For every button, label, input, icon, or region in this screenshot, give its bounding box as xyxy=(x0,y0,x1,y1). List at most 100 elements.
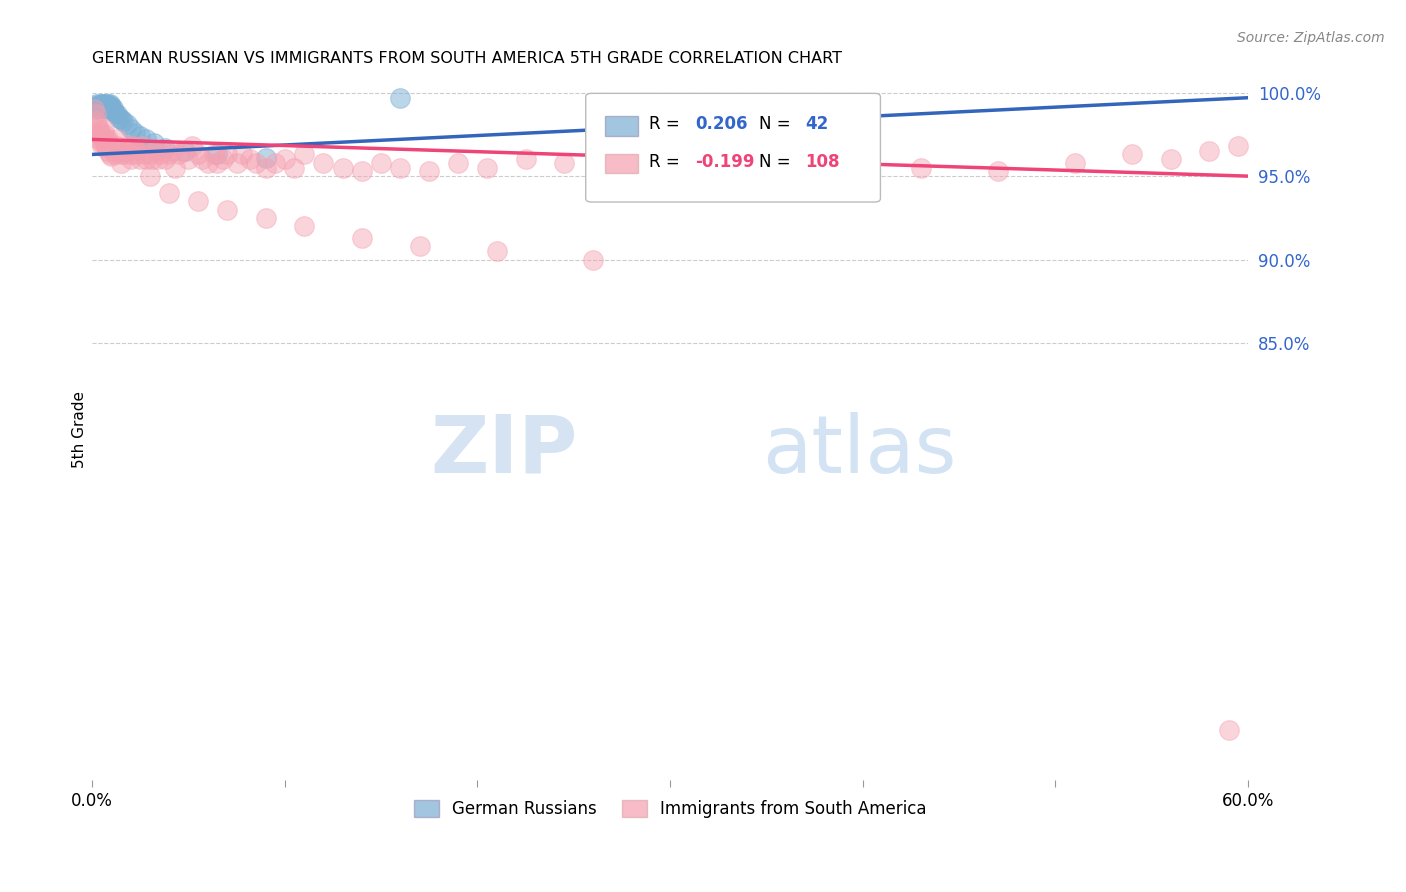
Point xyxy=(717,156,740,170)
Point xyxy=(145,144,167,158)
Text: R =: R = xyxy=(650,114,685,133)
Point xyxy=(105,139,128,153)
Point xyxy=(97,144,120,158)
Point xyxy=(155,141,177,155)
Point xyxy=(485,244,508,259)
Point xyxy=(215,147,238,161)
Point xyxy=(215,202,238,217)
Point xyxy=(129,153,152,167)
Point xyxy=(83,99,105,113)
Point xyxy=(389,161,412,175)
Point xyxy=(98,139,121,153)
Point xyxy=(110,147,132,161)
Point xyxy=(118,139,141,153)
Point xyxy=(83,103,105,117)
Point xyxy=(582,252,605,267)
Point xyxy=(139,169,162,183)
Point xyxy=(105,107,128,121)
Point xyxy=(202,147,225,161)
Point xyxy=(157,147,180,161)
Point xyxy=(986,164,1008,178)
Point xyxy=(93,136,115,150)
Point xyxy=(172,144,194,158)
Point xyxy=(93,128,115,142)
Point xyxy=(89,99,111,113)
Point xyxy=(152,144,174,158)
Point xyxy=(149,147,172,161)
Point xyxy=(125,147,148,161)
Point xyxy=(418,164,440,178)
Point xyxy=(93,99,115,113)
Point xyxy=(131,139,153,153)
Text: R =: R = xyxy=(650,153,685,171)
Point xyxy=(600,161,623,175)
Point xyxy=(104,105,127,120)
Point xyxy=(100,141,122,155)
Point xyxy=(89,97,111,112)
Text: ZIP: ZIP xyxy=(430,412,578,490)
Point xyxy=(100,149,122,163)
Point xyxy=(187,194,209,209)
Point xyxy=(332,161,354,175)
Point xyxy=(350,231,373,245)
Point xyxy=(553,156,575,170)
Point xyxy=(89,124,111,138)
Point xyxy=(100,99,122,113)
Point xyxy=(292,147,315,161)
Point xyxy=(100,103,122,117)
Point xyxy=(191,153,214,167)
Text: N =: N = xyxy=(759,114,796,133)
Point xyxy=(97,101,120,115)
Point xyxy=(187,147,209,161)
Point xyxy=(264,156,287,170)
Point xyxy=(129,129,152,144)
Point xyxy=(94,139,117,153)
Text: Source: ZipAtlas.com: Source: ZipAtlas.com xyxy=(1237,31,1385,45)
Point xyxy=(90,136,112,150)
Point xyxy=(197,156,219,170)
Point xyxy=(134,147,156,161)
Legend: German Russians, Immigrants from South America: German Russians, Immigrants from South A… xyxy=(406,793,934,824)
Point xyxy=(93,97,115,112)
Point xyxy=(157,186,180,200)
Point xyxy=(114,147,136,161)
Point xyxy=(292,219,315,234)
Point xyxy=(108,144,131,158)
Point xyxy=(90,139,112,153)
Point xyxy=(89,101,111,115)
Point xyxy=(124,126,146,140)
Point xyxy=(207,147,229,161)
Point xyxy=(97,132,120,146)
Text: GERMAN RUSSIAN VS IMMIGRANTS FROM SOUTH AMERICA 5TH GRADE CORRELATION CHART: GERMAN RUSSIAN VS IMMIGRANTS FROM SOUTH … xyxy=(93,51,842,66)
Point xyxy=(90,99,112,113)
Point xyxy=(239,153,262,167)
Point xyxy=(120,153,142,167)
Point xyxy=(84,107,107,121)
Point xyxy=(515,153,537,167)
Point xyxy=(173,144,195,158)
Point xyxy=(110,112,132,127)
Point xyxy=(163,161,186,175)
Point xyxy=(105,132,128,146)
Point xyxy=(135,132,157,146)
Point xyxy=(124,144,146,158)
Point xyxy=(254,211,277,225)
Point xyxy=(775,161,797,175)
Point xyxy=(475,161,498,175)
Point xyxy=(94,99,117,113)
Point xyxy=(115,117,138,131)
Point xyxy=(142,136,165,150)
Point xyxy=(84,97,107,112)
Point xyxy=(103,104,125,119)
Point xyxy=(94,139,117,153)
FancyBboxPatch shape xyxy=(606,117,638,136)
Point xyxy=(97,99,120,113)
Point xyxy=(1218,723,1240,738)
Point xyxy=(162,144,184,158)
Point xyxy=(139,147,162,161)
Text: 0.206: 0.206 xyxy=(696,114,748,133)
Point xyxy=(832,156,855,170)
Point xyxy=(93,101,115,115)
Point xyxy=(90,101,112,115)
Point xyxy=(231,147,253,161)
